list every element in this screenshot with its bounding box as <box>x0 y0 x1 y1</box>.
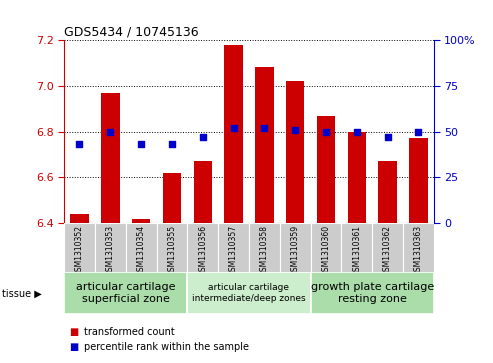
Bar <box>193 162 212 223</box>
Bar <box>403 223 434 274</box>
Text: GSM1310352: GSM1310352 <box>75 225 84 276</box>
Bar <box>64 223 95 274</box>
Text: GDS5434 / 10745136: GDS5434 / 10745136 <box>64 26 199 39</box>
Text: GSM1310353: GSM1310353 <box>106 225 115 276</box>
Bar <box>249 223 280 274</box>
Text: GSM1310360: GSM1310360 <box>321 225 330 276</box>
Bar <box>372 223 403 274</box>
Text: ■: ■ <box>69 342 78 352</box>
Bar <box>348 131 366 223</box>
Point <box>415 129 423 134</box>
Bar <box>311 272 434 314</box>
Text: GSM1310359: GSM1310359 <box>291 225 300 276</box>
Text: GSM1310361: GSM1310361 <box>352 225 361 276</box>
Point <box>199 134 207 140</box>
Bar <box>341 223 372 274</box>
Bar <box>64 272 187 314</box>
Text: GSM1310358: GSM1310358 <box>260 225 269 276</box>
Point <box>137 142 145 147</box>
Text: GSM1310357: GSM1310357 <box>229 225 238 276</box>
Point <box>75 142 83 147</box>
Point <box>106 129 114 134</box>
Point <box>291 127 299 132</box>
Point <box>230 125 238 131</box>
Point <box>322 129 330 134</box>
Text: GSM1310355: GSM1310355 <box>168 225 176 276</box>
Bar <box>157 223 187 274</box>
Text: growth plate cartilage
resting zone: growth plate cartilage resting zone <box>311 282 434 304</box>
Text: GSM1310362: GSM1310362 <box>383 225 392 276</box>
Bar <box>286 81 305 223</box>
Text: percentile rank within the sample: percentile rank within the sample <box>84 342 249 352</box>
Bar <box>280 223 311 274</box>
Text: ■: ■ <box>69 327 78 337</box>
Point <box>384 134 391 140</box>
Bar <box>317 115 335 223</box>
Text: GSM1310356: GSM1310356 <box>198 225 207 276</box>
Bar <box>409 138 427 223</box>
Bar <box>187 223 218 274</box>
Text: transformed count: transformed count <box>84 327 175 337</box>
Bar <box>187 272 311 314</box>
Text: articular cartilage
superficial zone: articular cartilage superficial zone <box>76 282 176 304</box>
Text: GSM1310363: GSM1310363 <box>414 225 423 276</box>
Bar <box>378 162 397 223</box>
Point <box>168 142 176 147</box>
Bar <box>311 223 341 274</box>
Bar <box>163 173 181 223</box>
Point <box>260 125 268 131</box>
Bar <box>126 223 157 274</box>
Bar <box>101 93 119 223</box>
Point <box>353 129 361 134</box>
Text: articular cartilage
intermediate/deep zones: articular cartilage intermediate/deep zo… <box>192 284 306 303</box>
Bar <box>70 214 89 223</box>
Text: tissue ▶: tissue ▶ <box>2 289 42 299</box>
Bar <box>218 223 249 274</box>
Bar <box>132 219 150 223</box>
Bar <box>255 68 274 223</box>
Bar <box>95 223 126 274</box>
Bar <box>224 45 243 223</box>
Text: GSM1310354: GSM1310354 <box>137 225 145 276</box>
